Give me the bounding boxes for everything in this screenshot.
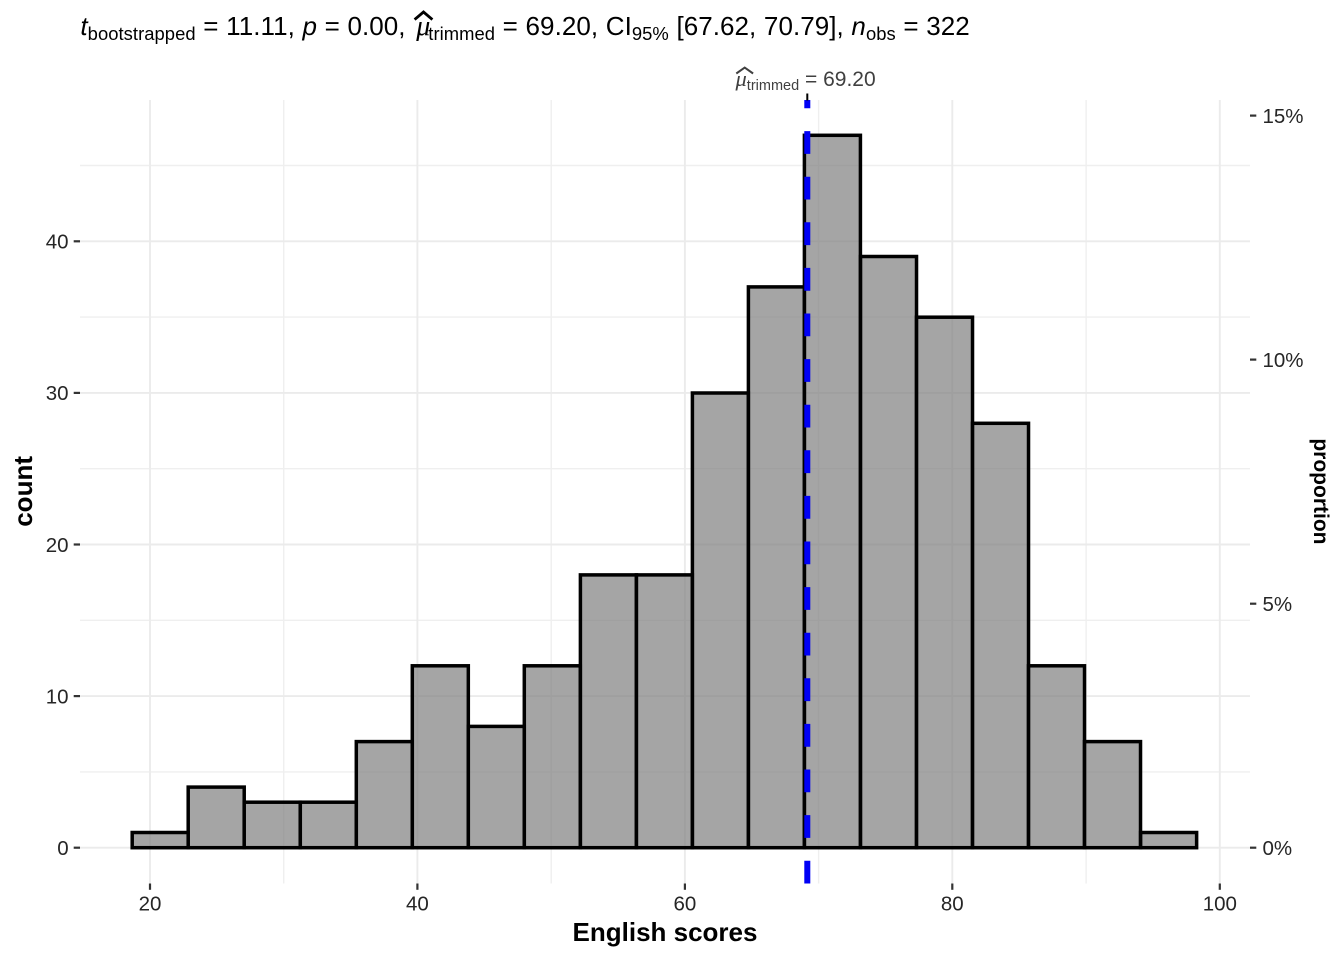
svg-text:proportion: proportion bbox=[1309, 438, 1332, 544]
svg-text:20: 20 bbox=[139, 893, 162, 916]
svg-text:40: 40 bbox=[46, 231, 69, 254]
svg-text:20: 20 bbox=[46, 534, 69, 557]
svg-text:10%: 10% bbox=[1263, 349, 1304, 372]
svg-text:30: 30 bbox=[46, 382, 69, 405]
svg-text:5%: 5% bbox=[1263, 593, 1293, 616]
svg-text:tbootstrapped = 11.11, p = 0.0: tbootstrapped = 11.11, p = 0.00, μtrimme… bbox=[80, 11, 969, 44]
svg-text:100: 100 bbox=[1203, 893, 1237, 916]
svg-text:0%: 0% bbox=[1263, 837, 1293, 860]
svg-text:English scores: English scores bbox=[573, 917, 758, 947]
svg-text:count: count bbox=[8, 456, 38, 527]
svg-text:0: 0 bbox=[57, 837, 68, 860]
svg-text:60: 60 bbox=[673, 893, 696, 916]
svg-text:40: 40 bbox=[406, 893, 429, 916]
svg-text:80: 80 bbox=[941, 893, 964, 916]
svg-text:15%: 15% bbox=[1263, 105, 1304, 128]
svg-text:10: 10 bbox=[46, 685, 69, 708]
